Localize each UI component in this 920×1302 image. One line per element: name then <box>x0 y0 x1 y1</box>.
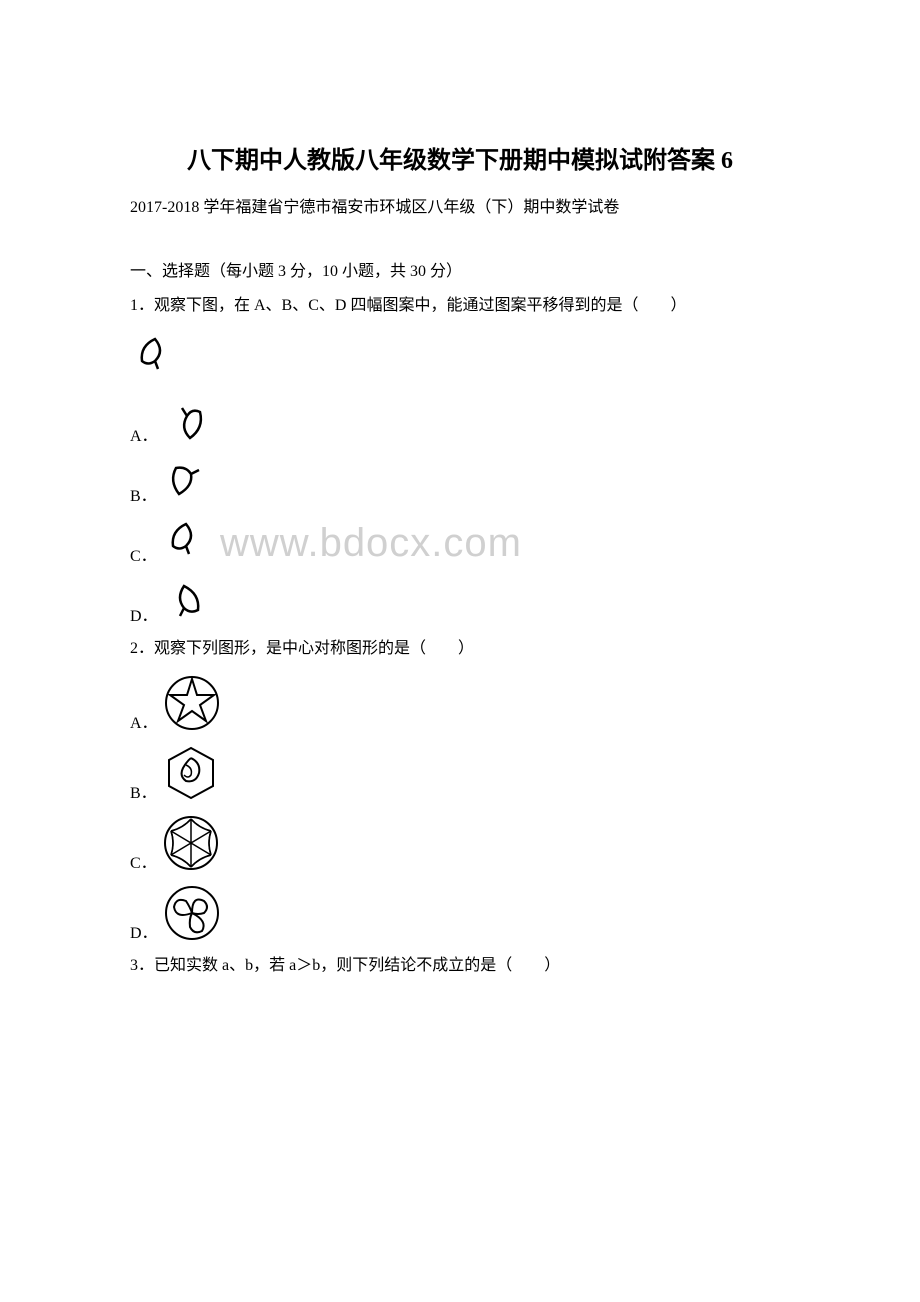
option-label-a2: A． <box>130 709 158 733</box>
option-label-c2: C． <box>130 849 157 873</box>
watermark-text: www.bdocx.com <box>220 521 522 566</box>
q1-option-b: B． <box>130 456 790 506</box>
leaf-d-icon <box>162 576 212 626</box>
leaf-reference-icon <box>130 331 180 381</box>
question-1-text: 1．观察下图，在 A、B、C、D 四幅图案中，能通过图案平移得到的是（ ） <box>130 293 790 319</box>
option-label-a: A． <box>130 422 158 446</box>
option-label-c: C． <box>130 542 157 566</box>
option-label-d2: D． <box>130 919 158 943</box>
option-label-b: B． <box>130 482 157 506</box>
document-subtitle: 2017-2018 学年福建省宁德市福安市环城区八年级（下）期中数学试卷 <box>130 193 790 217</box>
section-1-header: 一、选择题（每小题 3 分，10 小题，共 30 分） <box>130 257 790 281</box>
star-circle-icon <box>162 673 222 733</box>
q2-option-b: B． <box>130 743 790 803</box>
leaf-c-icon <box>161 516 211 566</box>
question-1-reference-image <box>130 331 790 386</box>
q1-option-c: C． www.bdocx.com <box>130 516 790 566</box>
hexagon-swirl-icon <box>161 743 221 803</box>
flower-circle-icon <box>161 813 221 873</box>
q2-option-a: A． <box>130 673 790 733</box>
option-label-b2: B． <box>130 779 157 803</box>
q1-option-a: A． <box>130 396 790 446</box>
q2-option-c: C． <box>130 813 790 873</box>
q1-option-d: D． <box>130 576 790 626</box>
leaf-b-icon <box>161 456 211 506</box>
question-2-text: 2．观察下列图形，是中心对称图形的是（ ） <box>130 636 790 662</box>
document-content: 八下期中人教版八年级数学下册期中模拟试附答案 6 2017-2018 学年福建省… <box>130 140 790 979</box>
three-comma-circle-icon <box>162 883 222 943</box>
option-label-d: D． <box>130 602 158 626</box>
question-3-text: 3．已知实数 a、b，若 a＞b，则下列结论不成立的是（ ） <box>130 953 790 979</box>
q2-option-d: D． <box>130 883 790 943</box>
leaf-a-icon <box>162 396 212 446</box>
document-title: 八下期中人教版八年级数学下册期中模拟试附答案 6 <box>130 140 790 175</box>
